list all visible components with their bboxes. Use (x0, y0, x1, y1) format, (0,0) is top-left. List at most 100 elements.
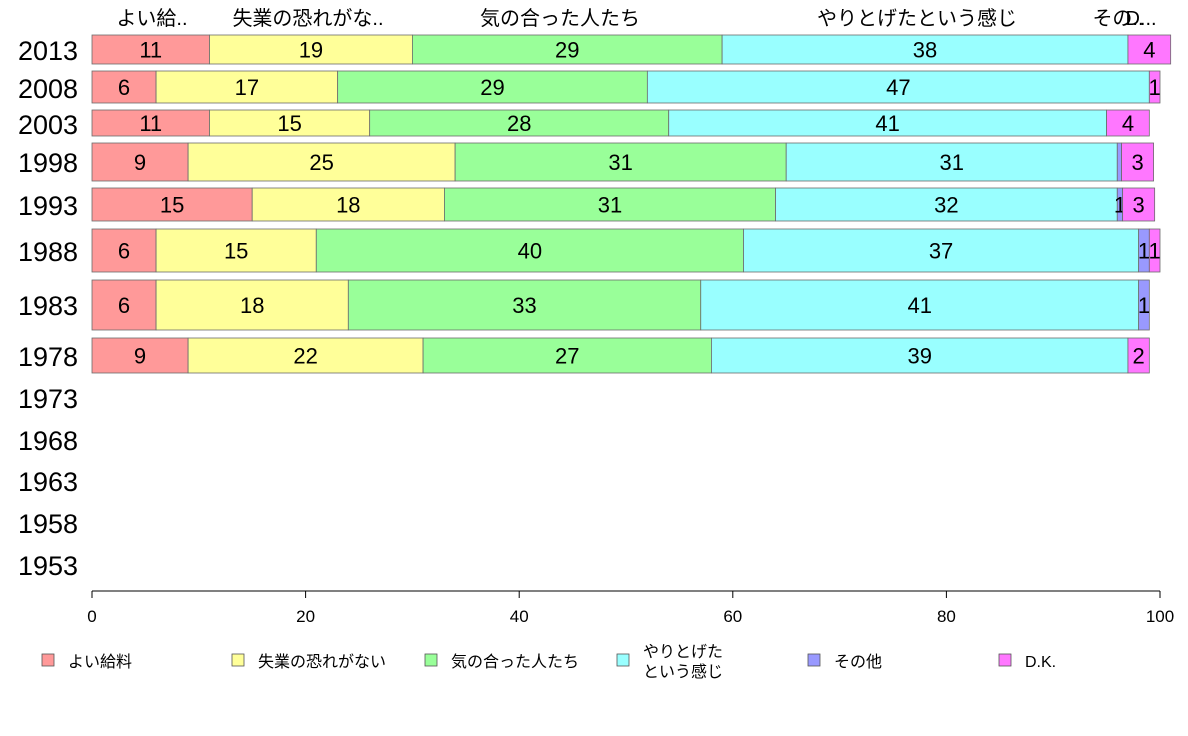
bar-segment (785, 142, 1118, 182)
bar-segment (444, 187, 776, 222)
bar-segment (1138, 279, 1150, 331)
bar-segment (1148, 70, 1161, 104)
data-label: 15 (160, 193, 184, 218)
data-label: 3 (1131, 150, 1143, 175)
bar-segment (700, 279, 1140, 331)
category-label: 2003 (18, 110, 78, 140)
bar-segment (91, 187, 253, 222)
legend-swatch (616, 653, 630, 667)
data-label: 11 (139, 38, 162, 63)
series-header-label: その.. (1092, 8, 1143, 30)
bar-segment (187, 142, 456, 182)
series-header-label: D... (1125, 8, 1156, 30)
bar-segment (369, 109, 670, 137)
x-tick-label: 80 (937, 607, 956, 626)
bar-segment (668, 109, 1107, 137)
bar-segment (91, 337, 189, 374)
category-label: 1983 (18, 291, 78, 321)
data-label: 31 (939, 150, 963, 175)
data-label: 38 (913, 38, 937, 63)
legend-swatch (998, 653, 1012, 667)
data-label: 9 (134, 150, 146, 175)
legend-swatch (807, 653, 821, 667)
data-label: 37 (929, 239, 953, 264)
data-label: 29 (480, 75, 504, 100)
bar-segment (1106, 109, 1150, 137)
series-header-label: 気の合った人たち (480, 7, 640, 30)
data-label: 15 (224, 239, 248, 264)
x-tick-label: 20 (296, 607, 315, 626)
legend-swatch (231, 653, 245, 667)
bar-segment (91, 228, 157, 273)
bar-segment (155, 70, 339, 104)
data-label: 6 (118, 239, 130, 264)
category-label: 1973 (18, 384, 78, 414)
bar-segment (711, 337, 1129, 374)
series-header-label: 失業の恐れがな.. (232, 7, 383, 30)
bar-segment (646, 70, 1150, 104)
bar-segment (422, 337, 712, 374)
category-label: 1998 (18, 148, 78, 178)
bar-segment (775, 187, 1118, 222)
data-label: 15 (277, 111, 301, 136)
legend-label: よい給料 (68, 653, 132, 671)
data-label: 28 (507, 111, 531, 136)
data-label: 39 (907, 344, 931, 369)
category-label: 1963 (18, 467, 78, 497)
bar-segment (454, 142, 787, 182)
data-label: 9 (134, 344, 146, 369)
legend-swatch (41, 653, 55, 667)
data-label: 29 (555, 38, 579, 63)
data-label: 27 (555, 344, 579, 369)
bar-segment (187, 337, 424, 374)
x-tick-label: 40 (510, 607, 529, 626)
legend-label: という感じ (643, 663, 723, 681)
category-label: 1958 (18, 509, 78, 539)
data-label: 33 (512, 293, 536, 318)
bar-segment (1116, 142, 1122, 182)
bar-segment (1127, 337, 1150, 374)
category-label: 1978 (18, 342, 78, 372)
data-label: 31 (608, 150, 632, 175)
data-label: 1 (1149, 239, 1161, 264)
bar-segment (1148, 228, 1161, 273)
bar-segment (337, 70, 648, 104)
data-label: 11 (139, 111, 162, 136)
data-label: 25 (309, 150, 333, 175)
data-label: 6 (118, 75, 130, 100)
data-label: 1 (1138, 293, 1150, 318)
data-label: 6 (118, 293, 130, 318)
data-label: 1 (1149, 75, 1161, 100)
category-label: 2008 (18, 74, 78, 104)
bar-segment (91, 279, 157, 331)
data-label: 41 (907, 293, 931, 318)
bar-segment (91, 142, 189, 182)
data-label: 3 (1133, 193, 1145, 218)
bar-segment (155, 228, 317, 273)
legend-label: その他 (834, 653, 882, 671)
data-label: 19 (299, 38, 323, 63)
series-header-label: よい給.. (116, 7, 187, 30)
data-label: 4 (1122, 111, 1134, 136)
bar-segment (209, 34, 413, 65)
bar-segment (347, 279, 702, 331)
bar-segment (1121, 142, 1154, 182)
data-label: 1 (1138, 239, 1150, 264)
category-label: 1953 (18, 551, 78, 581)
category-label: 1993 (18, 191, 78, 221)
x-tick-label: 60 (723, 607, 742, 626)
data-label: 18 (336, 193, 360, 218)
category-label: 2013 (18, 36, 78, 66)
legend-swatch (424, 653, 438, 667)
data-label: 41 (875, 111, 899, 136)
legend-label: 気の合った人たち (451, 653, 579, 671)
data-label: 31 (598, 193, 622, 218)
bar-segment (743, 228, 1140, 273)
data-label: 2 (1133, 344, 1145, 369)
data-label: 32 (934, 193, 958, 218)
bar-segment (91, 70, 157, 104)
x-tick-label: 100 (1146, 607, 1174, 626)
category-label: 1968 (18, 426, 78, 456)
